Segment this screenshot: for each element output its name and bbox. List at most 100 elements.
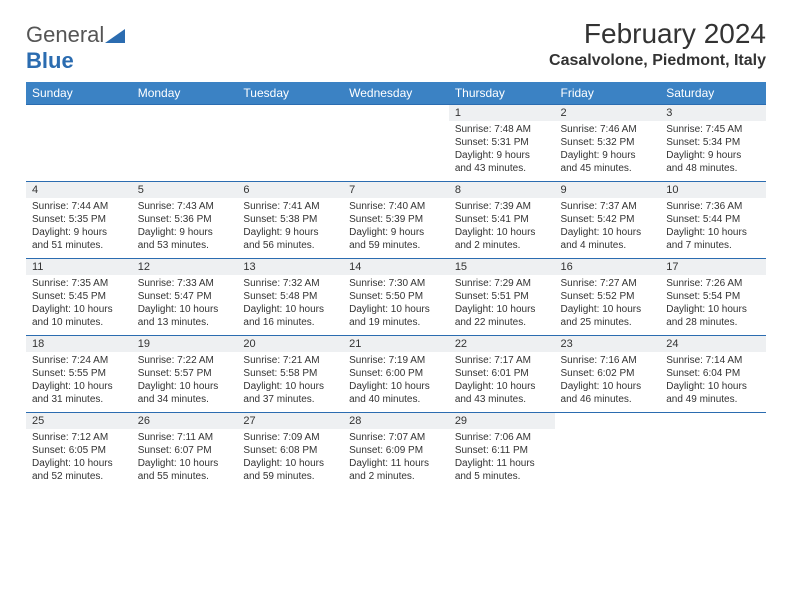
week-daynum-row: 2526272829: [26, 413, 766, 430]
day-number-cell: 21: [343, 336, 449, 353]
day-number-cell: 5: [132, 182, 238, 199]
day-info-line: Daylight: 9 hours: [138, 226, 232, 239]
day-info-line: and 34 minutes.: [138, 393, 232, 406]
day-info-line: Sunset: 5:31 PM: [455, 136, 549, 149]
day-number-cell: [555, 413, 661, 430]
day-number-cell: 17: [660, 259, 766, 276]
day-number-cell: 16: [555, 259, 661, 276]
day-info-line: Sunset: 5:32 PM: [561, 136, 655, 149]
day-info-line: Daylight: 10 hours: [455, 380, 549, 393]
day-info-line: Sunset: 5:52 PM: [561, 290, 655, 303]
day-info-cell: Sunrise: 7:19 AMSunset: 6:00 PMDaylight:…: [343, 352, 449, 413]
day-info-line: Daylight: 10 hours: [243, 380, 337, 393]
day-number-cell: 14: [343, 259, 449, 276]
day-info-line: Daylight: 10 hours: [349, 303, 443, 316]
day-info-line: and 40 minutes.: [349, 393, 443, 406]
day-number-cell: 19: [132, 336, 238, 353]
day-number-cell: 22: [449, 336, 555, 353]
day-info-cell: Sunrise: 7:29 AMSunset: 5:51 PMDaylight:…: [449, 275, 555, 336]
day-info-line: Sunset: 6:04 PM: [666, 367, 760, 380]
week-info-row: Sunrise: 7:24 AMSunset: 5:55 PMDaylight:…: [26, 352, 766, 413]
day-info-line: Sunrise: 7:12 AM: [32, 431, 126, 444]
day-info-line: Daylight: 10 hours: [138, 380, 232, 393]
day-number-cell: 29: [449, 413, 555, 430]
day-info-line: Sunset: 6:00 PM: [349, 367, 443, 380]
day-info-cell: Sunrise: 7:11 AMSunset: 6:07 PMDaylight:…: [132, 429, 238, 489]
day-info-line: Daylight: 9 hours: [243, 226, 337, 239]
day-info-line: Sunrise: 7:40 AM: [349, 200, 443, 213]
week-info-row: Sunrise: 7:44 AMSunset: 5:35 PMDaylight:…: [26, 198, 766, 259]
calendar-table: Sunday Monday Tuesday Wednesday Thursday…: [26, 82, 766, 489]
day-info-cell: Sunrise: 7:30 AMSunset: 5:50 PMDaylight:…: [343, 275, 449, 336]
weekday-header: Monday: [132, 82, 238, 105]
day-info-line: Sunrise: 7:22 AM: [138, 354, 232, 367]
day-info-cell: Sunrise: 7:16 AMSunset: 6:02 PMDaylight:…: [555, 352, 661, 413]
day-info-cell: Sunrise: 7:33 AMSunset: 5:47 PMDaylight:…: [132, 275, 238, 336]
day-info-cell: Sunrise: 7:40 AMSunset: 5:39 PMDaylight:…: [343, 198, 449, 259]
day-info-cell: Sunrise: 7:48 AMSunset: 5:31 PMDaylight:…: [449, 121, 555, 182]
day-info-line: Daylight: 10 hours: [243, 303, 337, 316]
logo-text: General Blue: [26, 22, 125, 74]
day-info-line: and 22 minutes.: [455, 316, 549, 329]
day-info-cell: Sunrise: 7:37 AMSunset: 5:42 PMDaylight:…: [555, 198, 661, 259]
day-info-line: Sunrise: 7:24 AM: [32, 354, 126, 367]
day-info-line: Daylight: 10 hours: [666, 380, 760, 393]
day-info-line: Daylight: 10 hours: [561, 303, 655, 316]
day-info-cell: [660, 429, 766, 489]
day-info-line: Sunset: 5:50 PM: [349, 290, 443, 303]
day-info-line: Sunset: 5:36 PM: [138, 213, 232, 226]
day-info-line: Daylight: 9 hours: [32, 226, 126, 239]
day-info-line: and 5 minutes.: [455, 470, 549, 483]
day-number-cell: 2: [555, 105, 661, 122]
day-info-line: Sunset: 6:02 PM: [561, 367, 655, 380]
day-info-line: Daylight: 10 hours: [666, 303, 760, 316]
day-info-line: and 46 minutes.: [561, 393, 655, 406]
day-info-line: Sunrise: 7:39 AM: [455, 200, 549, 213]
day-info-line: Sunset: 5:57 PM: [138, 367, 232, 380]
day-info-line: and 56 minutes.: [243, 239, 337, 252]
day-info-line: Sunset: 5:42 PM: [561, 213, 655, 226]
day-info-line: Sunset: 5:48 PM: [243, 290, 337, 303]
day-info-line: Daylight: 9 hours: [561, 149, 655, 162]
page-header: General Blue February 2024 Casalvolone, …: [26, 18, 766, 74]
weekday-header: Thursday: [449, 82, 555, 105]
weekday-header: Saturday: [660, 82, 766, 105]
day-info-line: and 31 minutes.: [32, 393, 126, 406]
day-number-cell: 4: [26, 182, 132, 199]
day-info-line: Sunset: 6:08 PM: [243, 444, 337, 457]
day-number-cell: [132, 105, 238, 122]
day-info-line: Sunset: 5:51 PM: [455, 290, 549, 303]
day-number-cell: 25: [26, 413, 132, 430]
day-number-cell: 20: [237, 336, 343, 353]
day-number-cell: 27: [237, 413, 343, 430]
day-info-line: and 59 minutes.: [243, 470, 337, 483]
day-info-line: Sunset: 6:01 PM: [455, 367, 549, 380]
day-info-cell: Sunrise: 7:35 AMSunset: 5:45 PMDaylight:…: [26, 275, 132, 336]
day-info-line: Sunrise: 7:11 AM: [138, 431, 232, 444]
day-info-line: Sunset: 6:07 PM: [138, 444, 232, 457]
day-info-line: Sunrise: 7:45 AM: [666, 123, 760, 136]
day-info-cell: Sunrise: 7:07 AMSunset: 6:09 PMDaylight:…: [343, 429, 449, 489]
week-daynum-row: 18192021222324: [26, 336, 766, 353]
day-info-line: Sunset: 5:38 PM: [243, 213, 337, 226]
day-info-cell: Sunrise: 7:45 AMSunset: 5:34 PMDaylight:…: [660, 121, 766, 182]
day-info-line: and 37 minutes.: [243, 393, 337, 406]
day-info-line: and 43 minutes.: [455, 393, 549, 406]
day-number-cell: 26: [132, 413, 238, 430]
weekday-header: Sunday: [26, 82, 132, 105]
day-info-line: Sunset: 5:39 PM: [349, 213, 443, 226]
day-info-line: and 55 minutes.: [138, 470, 232, 483]
day-info-cell: Sunrise: 7:24 AMSunset: 5:55 PMDaylight:…: [26, 352, 132, 413]
location-subtitle: Casalvolone, Piedmont, Italy: [549, 52, 766, 70]
day-info-line: Sunrise: 7:46 AM: [561, 123, 655, 136]
logo-triangle-icon: [105, 29, 125, 43]
day-info-line: and 2 minutes.: [455, 239, 549, 252]
week-daynum-row: 45678910: [26, 182, 766, 199]
day-info-line: Daylight: 10 hours: [243, 457, 337, 470]
title-block: February 2024 Casalvolone, Piedmont, Ita…: [549, 18, 766, 70]
logo-text-1: General: [26, 22, 104, 47]
day-info-line: Sunset: 5:54 PM: [666, 290, 760, 303]
day-number-cell: [660, 413, 766, 430]
day-info-line: Sunrise: 7:17 AM: [455, 354, 549, 367]
day-info-cell: [555, 429, 661, 489]
